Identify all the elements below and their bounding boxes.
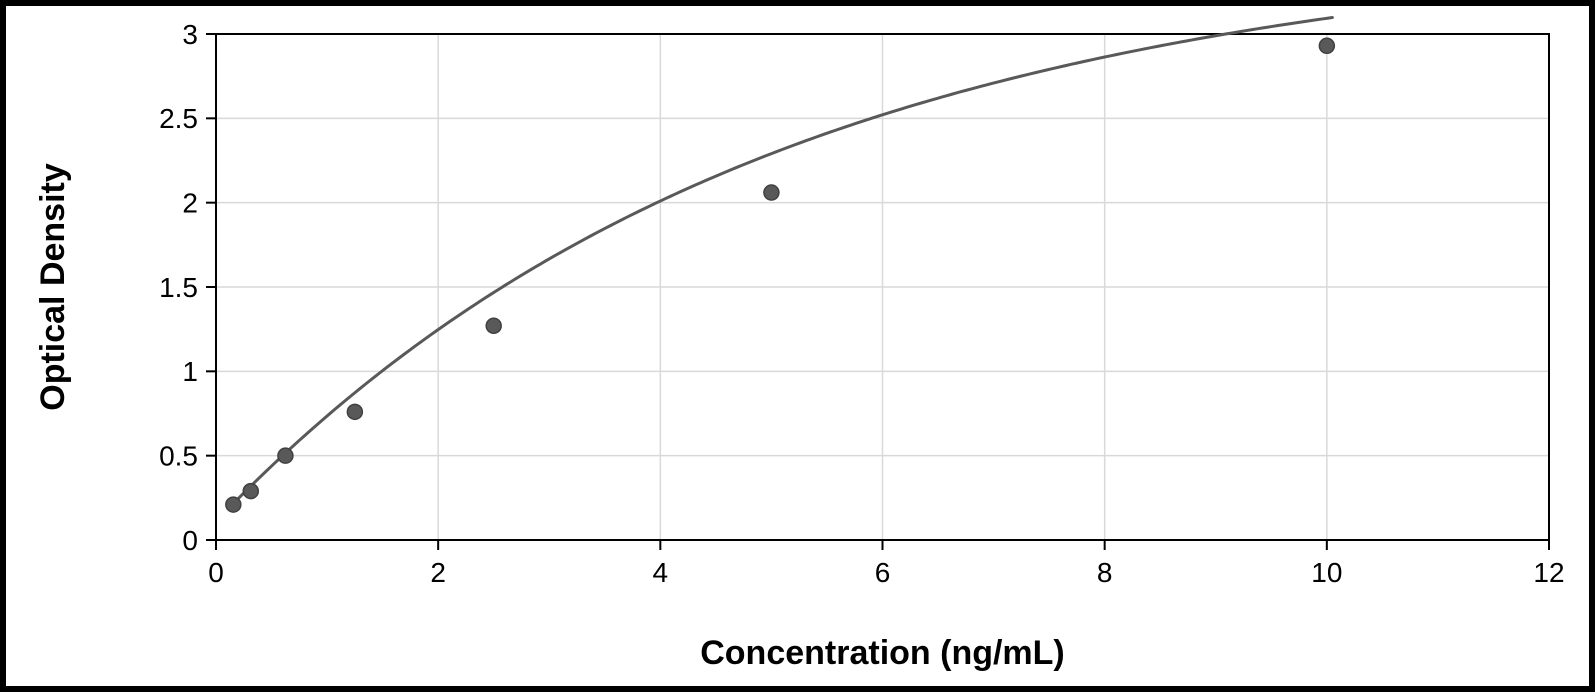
chart-svg: 0 2 4 6 8 10 12 0 0.5 1 1.5 2 2.5 3 Concentration (ng/… — [6, 6, 1589, 686]
data-point — [486, 318, 501, 333]
y-tick-label: 1.5 — [159, 272, 198, 303]
y-tick-label: 0 — [182, 525, 198, 556]
x-axis-label: Concentration (ng/mL) — [700, 634, 1065, 672]
y-tick-label: 2.5 — [159, 103, 198, 134]
data-point — [1319, 38, 1334, 53]
y-tick-label: 3 — [182, 19, 198, 50]
data-point — [347, 404, 362, 419]
chart-canvas: 0 2 4 6 8 10 12 0 0.5 1 1.5 2 2.5 3 Concentration (ng/… — [6, 6, 1589, 686]
data-point — [278, 448, 293, 463]
y-tick-label: 0.5 — [159, 440, 198, 471]
data-point — [243, 484, 258, 499]
x-tick-label: 12 — [1533, 557, 1564, 588]
chart-frame: 0 2 4 6 8 10 12 0 0.5 1 1.5 2 2.5 3 Concentration (ng/… — [0, 0, 1595, 692]
x-tick-label: 10 — [1311, 557, 1342, 588]
data-point — [764, 185, 779, 200]
data-point — [226, 497, 241, 512]
x-tick-label: 0 — [208, 557, 224, 588]
y-axis-label: Optical Density — [34, 163, 72, 411]
x-tick-label: 6 — [875, 557, 891, 588]
y-tick-label: 1 — [182, 356, 198, 387]
x-tick-label: 2 — [430, 557, 446, 588]
x-tick-label: 4 — [653, 557, 669, 588]
y-tick-label: 2 — [182, 187, 198, 218]
x-tick-label: 8 — [1097, 557, 1113, 588]
